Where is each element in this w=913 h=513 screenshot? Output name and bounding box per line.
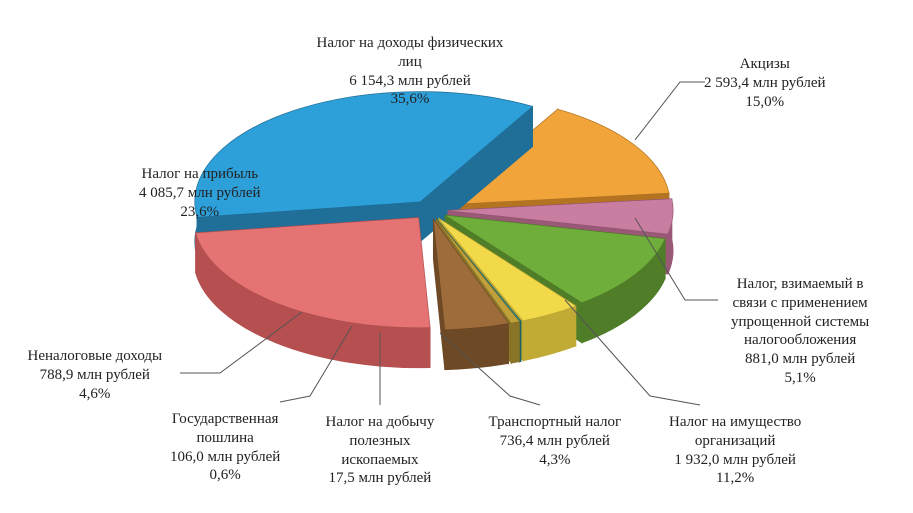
leader-akciz — [635, 82, 705, 140]
tax-pie-chart: Налог на доходы физических лиц 6 154,3 м… — [0, 0, 913, 513]
pie-svg — [0, 0, 913, 513]
slice-pribyl — [196, 218, 430, 368]
